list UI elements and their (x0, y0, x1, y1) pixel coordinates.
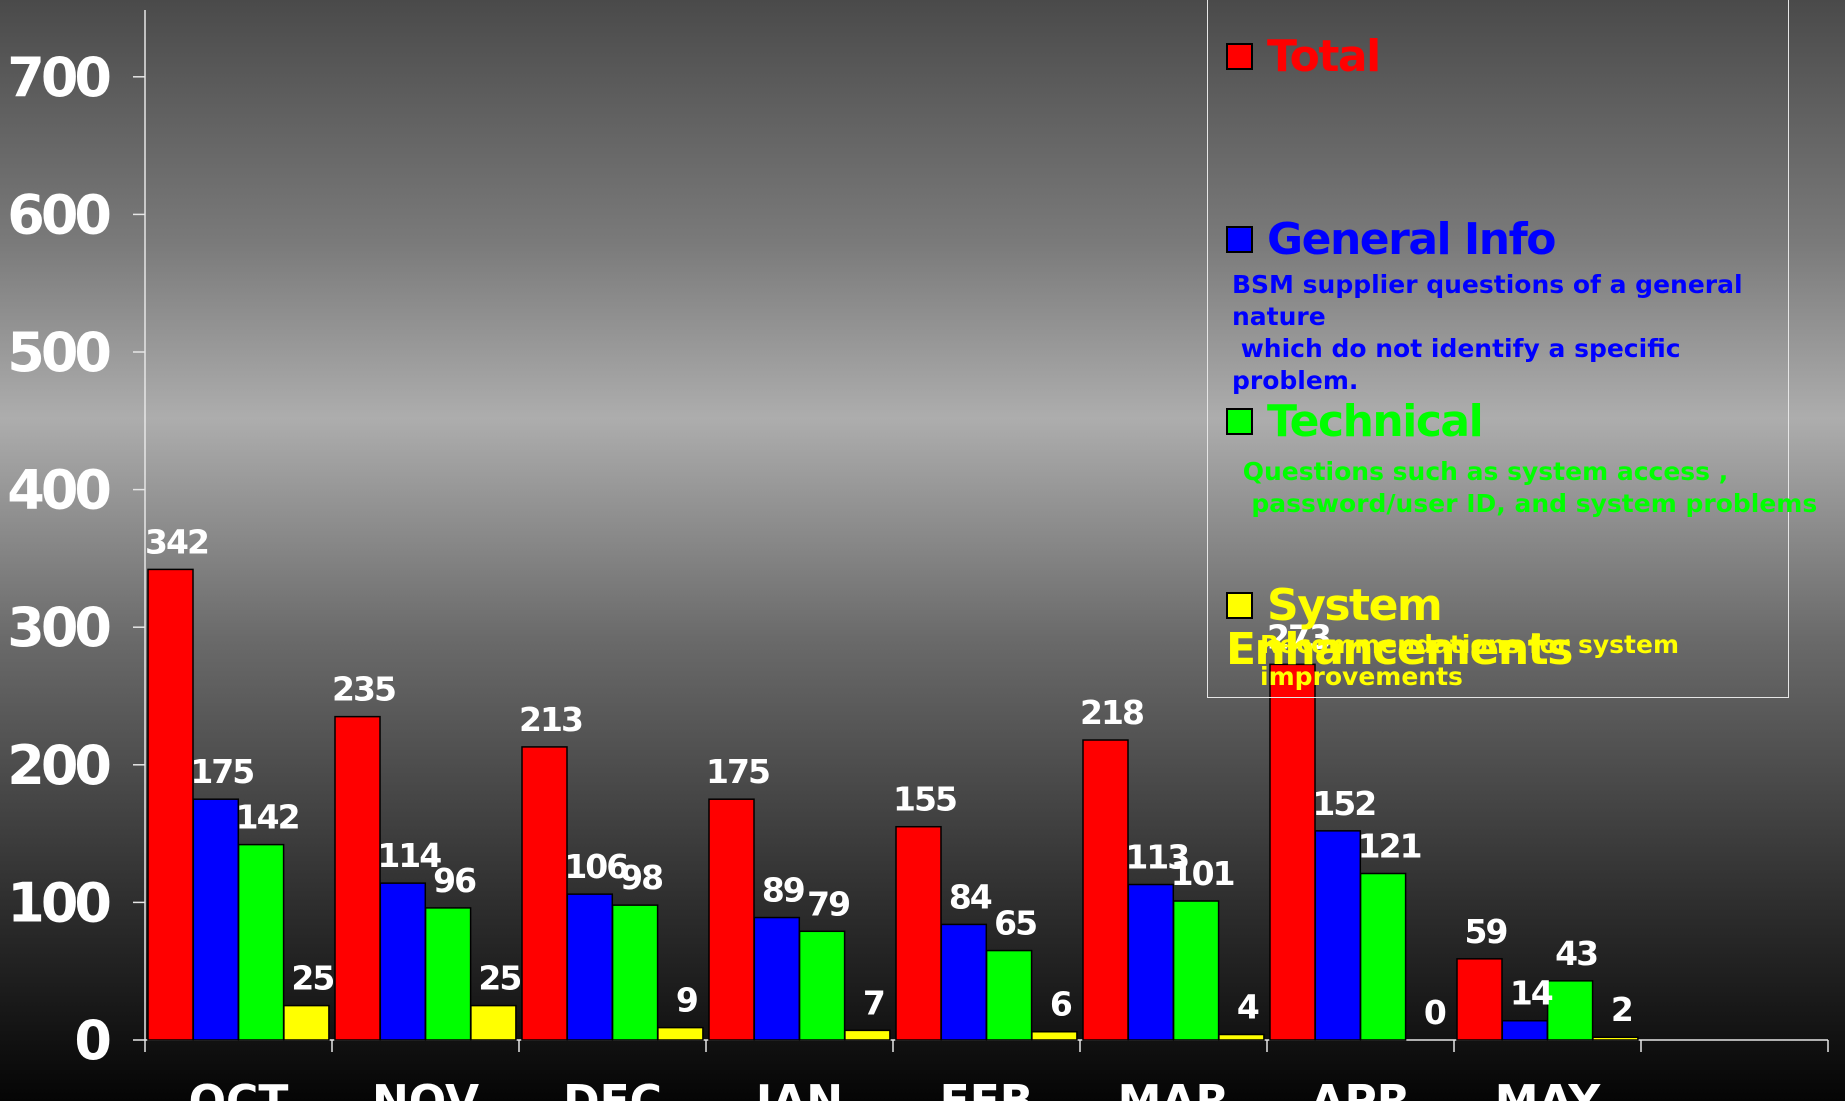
data-label: 6 (1050, 985, 1072, 1024)
data-label: 2 (1611, 990, 1632, 1029)
legend-swatch-general-info (1226, 225, 1253, 253)
bar-general-info (753, 916, 801, 1041)
bar-system-enhancements (1592, 1036, 1639, 1041)
data-label: 84 (949, 877, 992, 916)
data-label: 25 (478, 959, 520, 998)
x-tick-label: MAR (1118, 1076, 1230, 1101)
bar-total (708, 798, 755, 1041)
y-tick-label: 0 (74, 1009, 109, 1072)
data-label: 89 (762, 871, 804, 910)
y-tick-label: 600 (7, 183, 109, 246)
data-label: 235 (332, 670, 395, 709)
x-tick-label: APR (1310, 1076, 1410, 1101)
data-label: 4 (1237, 987, 1259, 1026)
y-tick-label: 200 (7, 734, 109, 797)
bar-total (1082, 739, 1129, 1041)
data-label: 155 (893, 780, 956, 819)
legend-item-technical: Technical (1226, 400, 1484, 444)
data-label: 43 (1555, 934, 1597, 973)
data-label: 273 (1267, 617, 1330, 656)
bar-total (1269, 663, 1316, 1041)
legend-item-total: Total (1226, 35, 1381, 79)
x-tick-label: MAY (1495, 1076, 1602, 1101)
bar-technical (985, 949, 1033, 1041)
data-label: 25 (291, 959, 333, 998)
data-label: 121 (1358, 827, 1421, 866)
x-tick-label: OCT (189, 1076, 289, 1101)
data-label: 9 (676, 981, 697, 1020)
bar-system-enhancements (1031, 1030, 1078, 1041)
data-label: 96 (433, 861, 476, 900)
data-label: 152 (1312, 784, 1375, 823)
data-label: 98 (620, 858, 662, 897)
bar-total (1456, 958, 1503, 1041)
y-tick-label: 300 (7, 596, 109, 659)
bar-technical (1359, 872, 1407, 1041)
bar-system-enhancements (657, 1026, 704, 1041)
bar-general-info (940, 923, 988, 1041)
bar-system-enhancements (844, 1029, 891, 1041)
bar-system-enhancements (1218, 1033, 1265, 1041)
y-tick-label: 400 (7, 459, 109, 522)
legend-label-total: Total (1267, 31, 1381, 82)
bar-technical (237, 843, 285, 1041)
legend-desc-system-enhancements: Recommendations for system improvements (1260, 630, 1679, 691)
legend-desc-general-info: BSM supplier questions of a general natu… (1232, 270, 1743, 395)
bar-system-enhancements (470, 1004, 517, 1041)
data-label: 114 (377, 836, 441, 875)
bar-general-info (566, 893, 614, 1041)
legend-label-general-info: General Info (1267, 214, 1556, 265)
data-label: 7 (863, 983, 884, 1022)
data-label: 101 (1171, 854, 1234, 893)
data-label: 14 (1510, 974, 1553, 1013)
axes: 0 100 200 300 400 500 600 700 OCT NOV DEC JAN FEB MAR… (7, 10, 1829, 1101)
x-tick-label: NOV (372, 1076, 479, 1101)
legend-item-system-enhancements: System Enhancements (1226, 584, 1788, 672)
y-tick-label: 500 (7, 321, 109, 384)
bar-technical (611, 904, 659, 1041)
legend-item-general-info: General Info (1226, 218, 1556, 262)
bar-total (147, 568, 194, 1041)
x-tick-label: DEC (563, 1076, 662, 1101)
bar-technical (424, 907, 472, 1041)
legend-label-technical: Technical (1267, 396, 1484, 447)
bar-general-info (192, 798, 240, 1041)
bar-total (895, 825, 942, 1041)
data-label: 175 (190, 752, 253, 791)
data-label: 65 (994, 904, 1036, 943)
data-label: 342 (145, 522, 208, 561)
data-label: 106 (564, 847, 628, 886)
data-label: 79 (807, 884, 849, 923)
data-label: 113 (1125, 838, 1188, 877)
bar-general-info (1314, 830, 1362, 1041)
data-label: 142 (236, 798, 299, 837)
bar-general-info (1501, 1019, 1549, 1041)
y-tick-label: 100 (7, 871, 109, 934)
data-label: 218 (1080, 693, 1143, 732)
legend-swatch-system-enhancements (1226, 591, 1253, 619)
data-label: 0 (1424, 993, 1446, 1032)
bar-total (334, 715, 381, 1041)
bar-technical (1172, 900, 1220, 1041)
bar-technical (1546, 980, 1594, 1041)
y-tick-label: 700 (7, 46, 109, 109)
data-label: 213 (519, 700, 582, 739)
bar-system-enhancements (283, 1004, 330, 1041)
legend-swatch-technical (1226, 407, 1253, 435)
bar-technical (798, 930, 846, 1041)
legend: Total General Info BSM supplier question… (1207, 0, 1817, 698)
legend-desc-technical: Questions such as system access , passwo… (1242, 457, 1818, 518)
x-tick-label: FEB (940, 1076, 1034, 1101)
bar-total (521, 746, 568, 1041)
bar-general-info (1127, 883, 1175, 1041)
bars (147, 568, 1639, 1041)
x-tick-label: JAN (753, 1076, 843, 1101)
data-label: 59 (1465, 912, 1507, 951)
legend-swatch-total (1226, 42, 1253, 70)
bar-general-info (379, 882, 427, 1041)
legend-label-system-enhancements: System Enhancements (1226, 580, 1573, 675)
data-label: 175 (706, 752, 769, 791)
